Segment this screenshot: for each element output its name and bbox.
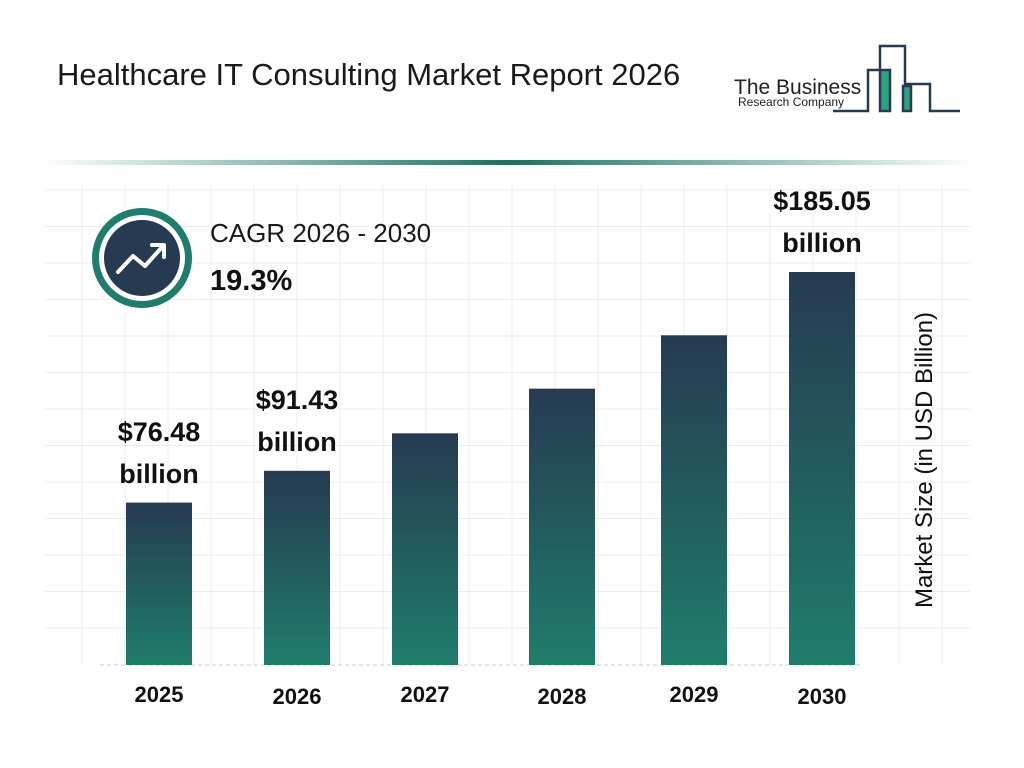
x-tick-label: 2027 <box>401 682 450 707</box>
logo-text: The Business <box>734 76 861 99</box>
bar <box>661 335 727 665</box>
bar <box>789 272 855 665</box>
value-label: $185.05 billion <box>773 186 871 258</box>
logo-text: Research Company <box>738 95 844 109</box>
cagr-icon <box>92 208 192 308</box>
logo <box>833 44 960 113</box>
divider <box>40 160 975 165</box>
bar <box>529 388 595 665</box>
value-label: $76.48 billion <box>117 416 201 489</box>
x-tick-label: 2029 <box>670 682 719 707</box>
bar <box>392 433 458 665</box>
x-tick-label: 2025 <box>135 682 184 707</box>
y-axis-label: Market Size (in USD Billion) <box>911 312 938 608</box>
cagr-value: 19.3% <box>210 265 293 297</box>
x-tick-label: 2026 <box>273 684 322 709</box>
bar <box>126 502 192 665</box>
value-label: $91.43 billion <box>255 384 339 457</box>
x-tick-label: 2028 <box>538 684 587 709</box>
chart-title: Healthcare IT Consulting Market Report 2… <box>57 57 681 92</box>
bar <box>264 470 330 665</box>
x-tick-label: 2030 <box>798 684 847 709</box>
cagr-label: CAGR 2026 - 2030 <box>210 218 432 248</box>
